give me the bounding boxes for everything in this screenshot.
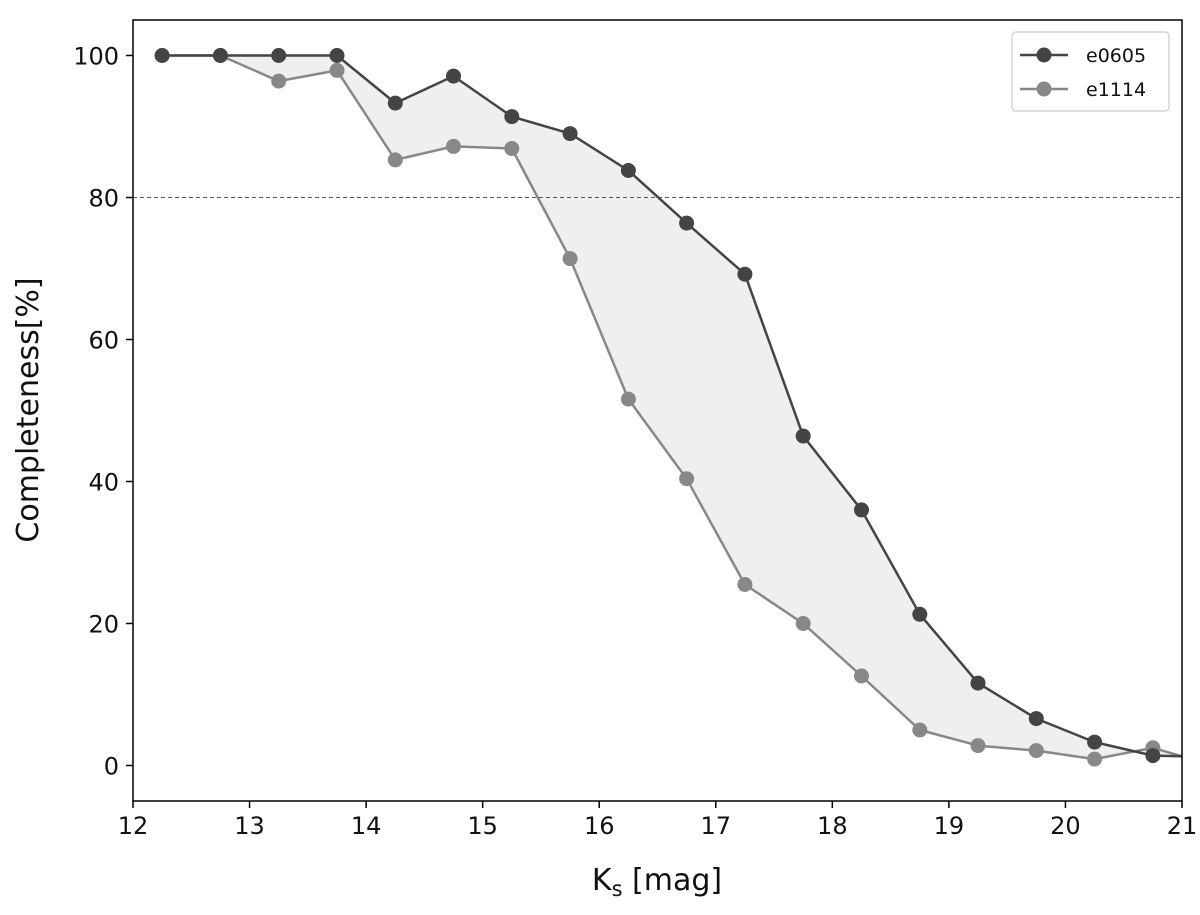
legend-box [1011, 31, 1170, 112]
series-layer [154, 48, 1183, 767]
x-tick-label: 13 [234, 812, 265, 840]
data-point-e0605 [737, 266, 753, 282]
x-axis-label-main: K [592, 863, 613, 898]
data-point-e1114 [387, 152, 403, 168]
data-point-e0605 [1028, 711, 1044, 727]
y-axis-label: Completeness[%] [11, 277, 46, 542]
data-point-e0605 [912, 606, 928, 622]
data-point-e1114 [620, 391, 636, 407]
y-tick-label: 40 [88, 469, 119, 497]
x-tick-label: 17 [701, 812, 732, 840]
data-point-e1114 [737, 577, 753, 592]
data-point-e1114 [1028, 743, 1044, 759]
data-point-e1114 [854, 668, 869, 684]
x-tick-label: 19 [934, 812, 965, 840]
data-point-e1114 [912, 722, 928, 738]
y-tick-label: 80 [88, 185, 119, 213]
data-point-e0605 [387, 95, 403, 111]
data-point-e1114 [329, 62, 345, 78]
legend-marker-e0605 [1036, 47, 1052, 63]
x-axis-label: Ks [mag] [592, 863, 722, 901]
y-tick-label: 100 [73, 43, 119, 71]
data-point-e1114 [1087, 751, 1103, 767]
x-tick-label: 14 [351, 812, 382, 840]
x-tick-label: 15 [467, 812, 498, 840]
data-point-e1114 [271, 73, 287, 89]
data-point-e1114 [562, 251, 578, 267]
data-point-e0605 [562, 126, 578, 142]
y-tick-label: 0 [104, 753, 119, 781]
data-point-e1114 [679, 471, 695, 487]
data-point-e0605 [679, 215, 695, 231]
data-point-e0605 [271, 48, 287, 63]
data-point-e0605 [154, 48, 170, 63]
x-tick-label: 12 [118, 812, 149, 840]
data-point-e0605 [446, 68, 461, 84]
y-tick-label: 20 [88, 611, 119, 639]
data-point-e0605 [1087, 734, 1103, 750]
data-point-e1114 [504, 141, 520, 156]
data-point-e1114 [970, 738, 986, 754]
plot-frame [132, 19, 1183, 802]
data-point-e0605 [329, 48, 345, 63]
y-tick-label: 60 [88, 327, 119, 355]
x-tick-label: 16 [584, 812, 615, 840]
x-axis-label-subscript: s [612, 877, 623, 901]
data-point-e0605 [854, 502, 869, 518]
data-point-e0605 [970, 675, 986, 691]
legend-label-e0605: e0605 [1086, 45, 1146, 67]
data-point-e0605 [1145, 748, 1161, 764]
data-point-e1114 [446, 138, 461, 154]
data-point-e1114 [795, 616, 811, 631]
shaded-region [162, 55, 1183, 760]
tick-layer: 12 13 14 15 16 17 18 19 20 21 0 20 40 60 80 100 [73, 43, 1197, 841]
x-tick-label: 20 [1050, 812, 1081, 840]
x-tick-label: 18 [817, 812, 848, 840]
legend: e0605 e1114 [1011, 31, 1170, 112]
x-tick-label: 21 [1167, 812, 1198, 840]
x-axis-label-unit: [mag] [623, 863, 723, 898]
legend-marker-e1114 [1036, 81, 1052, 97]
legend-label-e1114: e1114 [1086, 79, 1146, 101]
data-point-e0605 [504, 109, 520, 125]
data-point-e0605 [212, 48, 228, 63]
shaded-region-layer [162, 55, 1183, 760]
data-point-e0605 [620, 163, 636, 178]
data-point-e0605 [795, 428, 811, 444]
